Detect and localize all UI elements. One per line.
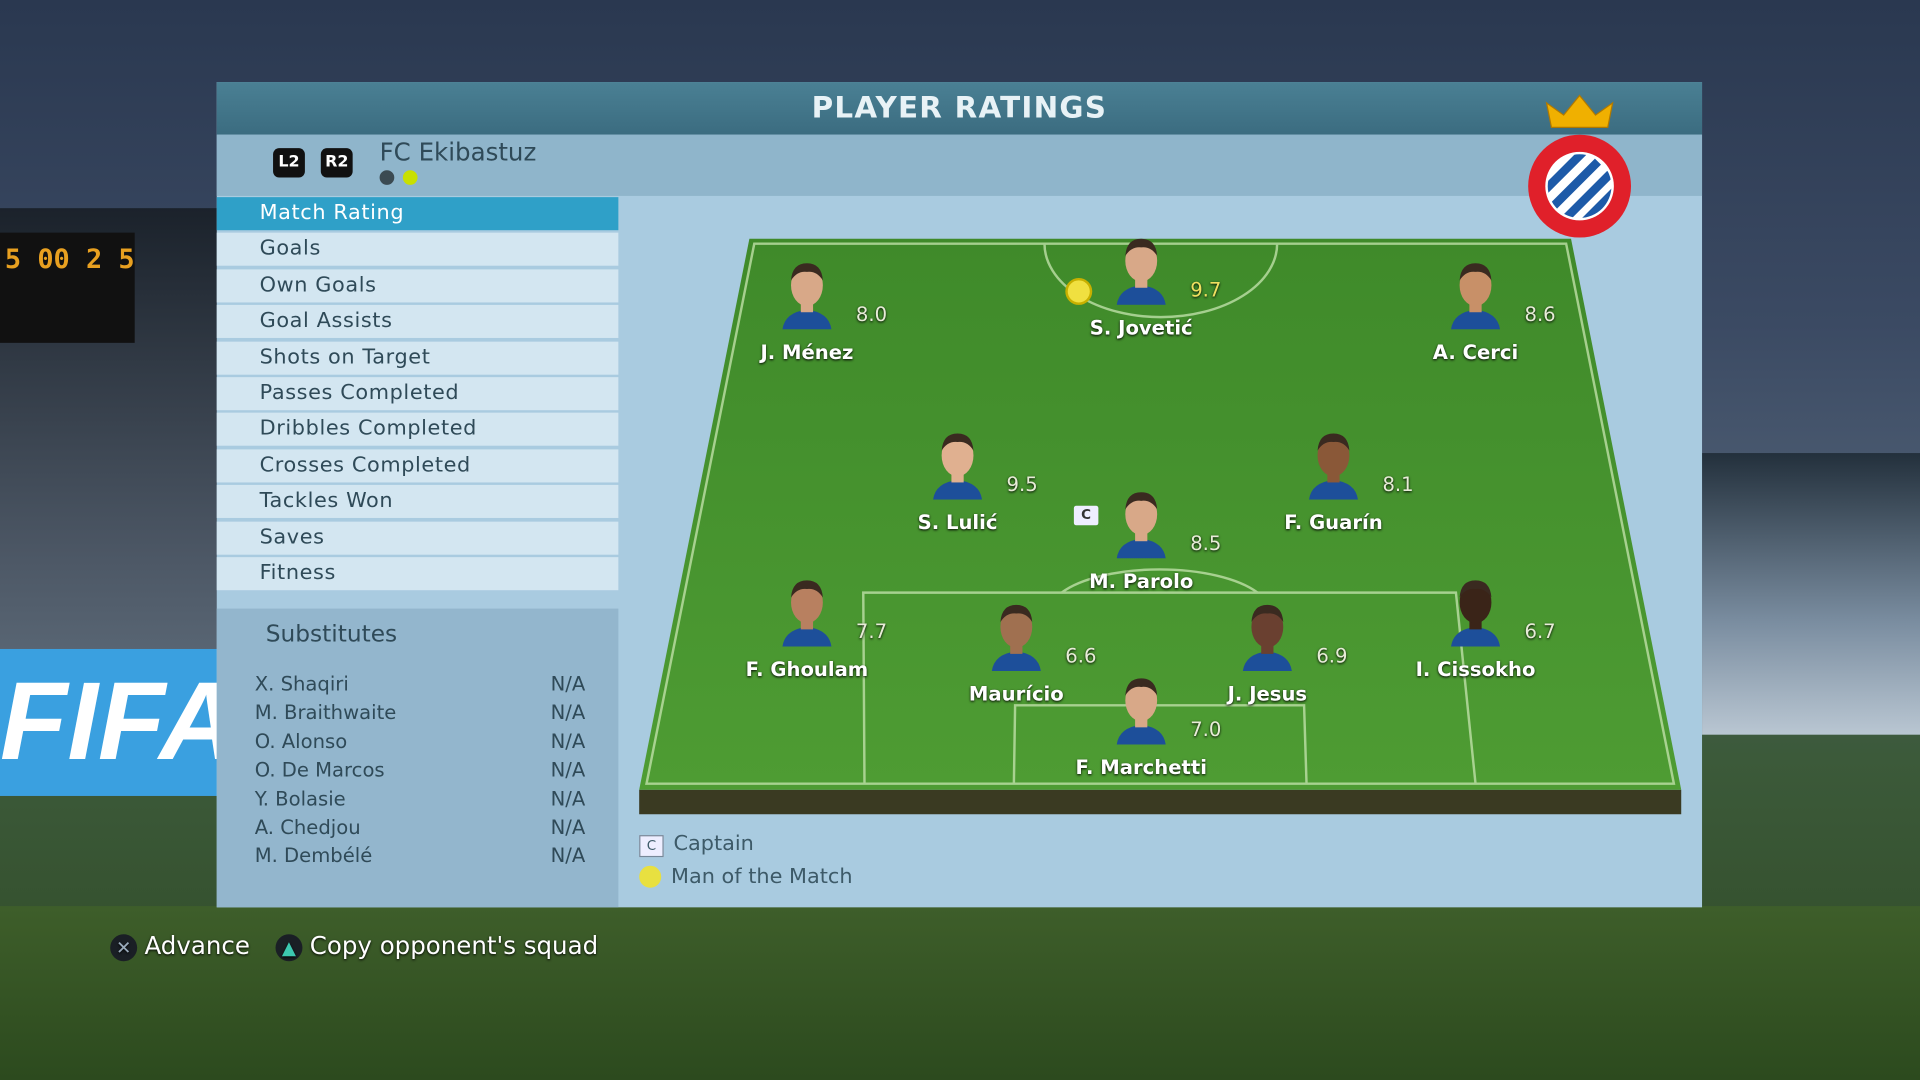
captain-icon: C xyxy=(639,835,664,858)
substitute-name: X. Shaqiri xyxy=(254,672,349,696)
substitutes-panel: Substitutes X. Shaqiri N/A M. Braithwaite N… xyxy=(216,608,619,908)
substitute-rating: N/A xyxy=(550,786,586,811)
player-name[interactable]: J. Ménez xyxy=(760,340,854,364)
page-title: PLAYER RATINGS xyxy=(216,82,1703,135)
scoreboard: 5 00 2 5 xyxy=(0,232,135,343)
legend-motm: Man of the Match xyxy=(639,864,853,889)
formation-pitch xyxy=(633,235,1686,823)
menu-item-saves[interactable]: Saves xyxy=(216,521,619,555)
menu-item-goals[interactable]: Goals xyxy=(216,233,619,267)
club-crest-icon xyxy=(1528,94,1632,238)
advance-button[interactable]: ✕ Advance xyxy=(110,931,250,961)
substitute-row[interactable]: X. Shaqiri N/A xyxy=(255,672,586,700)
grass xyxy=(0,906,1920,1080)
player-name[interactable]: A. Cerci xyxy=(1432,340,1519,364)
player-rating: 9.7 xyxy=(1190,277,1222,302)
substitute-name: M. Braithwaite xyxy=(254,700,397,725)
player-name[interactable]: J. Jesus xyxy=(1227,682,1308,706)
player-rating: 8.0 xyxy=(855,302,888,326)
man-of-the-match-icon xyxy=(1065,277,1093,305)
player-portrait xyxy=(1449,258,1503,330)
captain-badge-icon: C xyxy=(1073,505,1099,526)
player-portrait xyxy=(931,429,985,500)
substitute-rating: N/A xyxy=(550,672,586,696)
cross-button-icon: ✕ xyxy=(110,933,138,961)
player-rating: 6.6 xyxy=(1065,644,1097,668)
copy-squad-label: Copy opponent's squad xyxy=(309,930,599,961)
pitch-graphic xyxy=(639,238,1682,815)
team-name: FC Ekibastuz xyxy=(379,137,537,167)
substitute-name: M. Dembélé xyxy=(254,844,373,868)
player-rating: 6.9 xyxy=(1316,644,1348,668)
substitute-name: Y. Bolasie xyxy=(254,786,346,811)
player-portrait xyxy=(1114,234,1168,305)
player-rating: 9.5 xyxy=(1006,472,1038,496)
menu-item-goal-assists[interactable]: Goal Assists xyxy=(216,305,619,339)
player-rating: 8.6 xyxy=(1524,302,1556,326)
player-name[interactable]: Maurício xyxy=(968,682,1064,706)
stadium-stands-right xyxy=(1702,453,1920,735)
menu-item-shots-on-target[interactable]: Shots on Target xyxy=(216,341,619,375)
kit-color-dark xyxy=(379,170,395,185)
player-ratings-panel: PLAYER RATINGS L2 R2 FC Ekibastuz Match … xyxy=(216,82,1703,908)
player-rating: 8.5 xyxy=(1190,531,1222,555)
advance-label: Advance xyxy=(144,930,250,961)
menu-item-passes-completed[interactable]: Passes Completed xyxy=(216,377,619,411)
player-name[interactable]: S. Jovetić xyxy=(1089,315,1193,340)
fifa-banner: FIFA xyxy=(0,648,221,796)
player-rating: 6.7 xyxy=(1524,619,1556,643)
substitute-row[interactable]: A. Chedjou N/A xyxy=(255,816,586,844)
menu-item-crosses-completed[interactable]: Crosses Completed xyxy=(216,449,619,483)
menu-item-fitness[interactable]: Fitness xyxy=(216,557,619,591)
player-portrait xyxy=(780,258,834,330)
substitute-rating: N/A xyxy=(550,729,586,753)
player-name[interactable]: F. Guarín xyxy=(1284,510,1383,534)
player-name[interactable]: S. Lulić xyxy=(917,510,998,534)
legend-motm-label: Man of the Match xyxy=(671,864,853,889)
legend-captain-label: Captain xyxy=(673,831,754,856)
substitute-rating: N/A xyxy=(550,815,586,839)
substitute-row[interactable]: O. Alonso N/A xyxy=(255,730,586,758)
triangle-button-icon: ▲ xyxy=(275,933,303,961)
player-name[interactable]: I. Cissokho xyxy=(1415,657,1536,681)
player-name[interactable]: F. Marchetti xyxy=(1075,755,1207,779)
substitute-name: O. Alonso xyxy=(254,729,348,753)
kit-color-yellow xyxy=(402,170,418,185)
substitute-rating: N/A xyxy=(550,758,586,782)
r2-button[interactable]: R2 xyxy=(320,148,353,178)
l2-button[interactable]: L2 xyxy=(273,148,305,178)
player-portrait xyxy=(780,576,834,647)
player-name[interactable]: M. Parolo xyxy=(1089,569,1194,593)
substitute-name: A. Chedjou xyxy=(254,815,361,839)
copy-squad-button[interactable]: ▲ Copy opponent's squad xyxy=(275,930,599,961)
substitutes-title: Substitutes xyxy=(265,620,398,648)
player-portrait xyxy=(1114,487,1168,559)
menu-item-own-goals[interactable]: Own Goals xyxy=(216,269,619,303)
player-rating: 7.0 xyxy=(1190,717,1222,741)
player-portrait xyxy=(1240,600,1294,672)
substitute-name: O. De Marcos xyxy=(254,758,385,782)
substitute-row[interactable]: Y. Bolasie N/A xyxy=(255,787,586,815)
substitute-rating: N/A xyxy=(550,844,586,868)
stat-menu: Match Rating Goals Own Goals Goal Assists Sh… xyxy=(216,197,619,593)
player-portrait xyxy=(1449,576,1503,647)
player-name[interactable]: F. Ghoulam xyxy=(745,657,869,681)
substitute-row[interactable]: O. De Marcos N/A xyxy=(255,758,586,786)
player-portrait xyxy=(989,600,1043,672)
motm-icon xyxy=(639,865,662,888)
substitute-row[interactable]: M. Braithwaite N/A xyxy=(255,701,586,729)
substitute-rating: N/A xyxy=(550,700,586,725)
player-portrait xyxy=(1114,673,1168,745)
team-bar xyxy=(216,134,1703,196)
menu-item-tackles-won[interactable]: Tackles Won xyxy=(216,485,619,519)
player-rating: 8.1 xyxy=(1382,472,1414,496)
menu-item-match-rating[interactable]: Match Rating xyxy=(216,197,619,231)
player-rating: 7.7 xyxy=(855,619,888,643)
player-portrait xyxy=(1307,429,1361,500)
substitute-row[interactable]: M. Dembélé N/A xyxy=(255,844,586,872)
menu-item-dribbles-completed[interactable]: Dribbles Completed xyxy=(216,413,619,447)
legend-captain: C Captain xyxy=(639,831,754,858)
